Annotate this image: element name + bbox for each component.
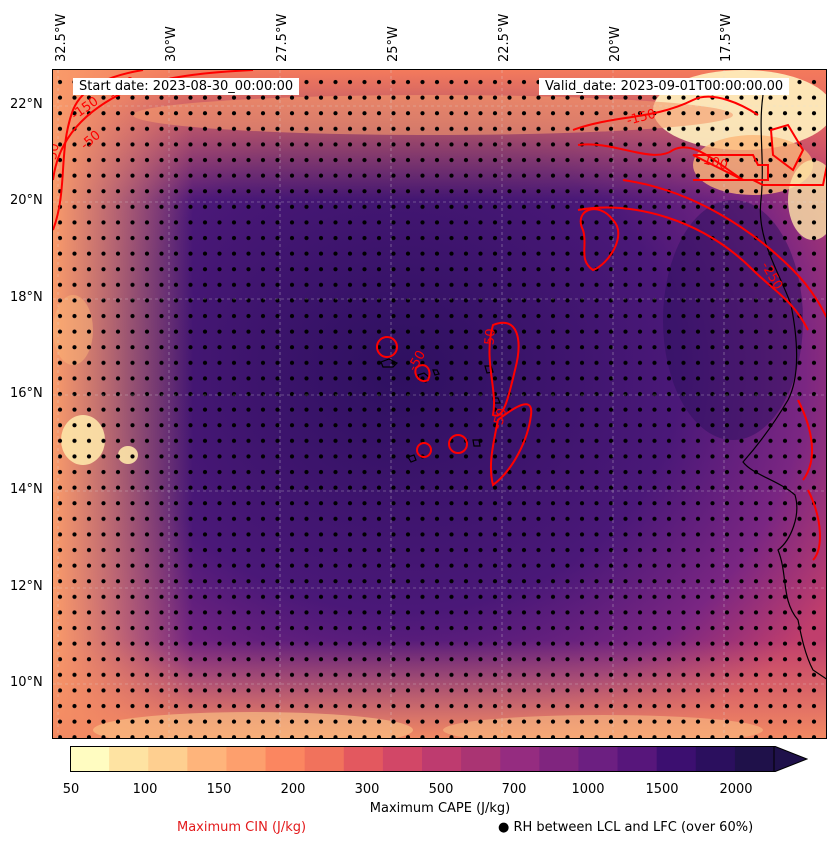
colorbar-segment bbox=[382, 746, 423, 772]
lat-label-16n: 16°N bbox=[10, 386, 43, 401]
lon-label-25w: 25°W bbox=[386, 26, 401, 62]
colorbar-segment bbox=[265, 746, 306, 772]
colorbar-segment bbox=[656, 746, 697, 772]
cin-contour-label: -100 bbox=[697, 151, 729, 173]
colorbar-segment bbox=[578, 746, 619, 772]
colorbar-tick: 700 bbox=[501, 782, 527, 797]
cin-contour-line bbox=[769, 123, 805, 172]
colorbar-segment bbox=[734, 746, 775, 772]
colorbar-segment bbox=[109, 746, 149, 772]
colorbar-segment bbox=[70, 746, 110, 772]
start-date-label: Start date: 2023-08-30_00:00:00 bbox=[73, 78, 300, 95]
lat-label-14n: 14°N bbox=[10, 482, 43, 497]
graticule bbox=[53, 70, 826, 738]
lat-label-10n: 10°N bbox=[10, 675, 43, 690]
colorbar-tick: 1000 bbox=[571, 782, 605, 797]
cin-contour-line bbox=[53, 70, 144, 231]
lon-label-30w: 30°W bbox=[164, 26, 179, 62]
colorbar-segment bbox=[343, 746, 384, 772]
colorbar-segment bbox=[226, 746, 267, 772]
coastline bbox=[742, 94, 826, 680]
colorbar-segment bbox=[187, 746, 227, 772]
cin-contour-line bbox=[579, 208, 620, 272]
colorbar-segment bbox=[148, 746, 188, 772]
cin-contour-circle bbox=[416, 442, 432, 458]
valid-date-label: Valid_date: 2023-09-01T00:00:00.00 bbox=[539, 78, 790, 95]
colorbar-tick: 300 bbox=[354, 782, 380, 797]
lon-label-17.5w: 17.5°W bbox=[719, 13, 734, 62]
cin-contour-label: -50 bbox=[490, 407, 510, 431]
colorbar-tick: 150 bbox=[206, 782, 232, 797]
cin-contour-circle bbox=[376, 336, 398, 358]
colorbar-segment bbox=[422, 746, 462, 772]
colorbar-extend-arrow bbox=[773, 746, 808, 772]
colorbar-segment bbox=[304, 746, 345, 772]
lon-label-20w: 20°W bbox=[608, 26, 623, 62]
colorbar-tick: 200 bbox=[280, 782, 306, 797]
cape-field-map: -150 -100 -50 -50 -150 -100 -250 -50 -50… bbox=[53, 70, 826, 738]
cin-contour-line bbox=[622, 179, 826, 319]
cin-contour-line bbox=[488, 321, 520, 417]
lat-label-18n: 18°N bbox=[10, 290, 43, 305]
cin-contour-line bbox=[489, 403, 533, 487]
colorbar-title: Maximum CAPE (J/kg) bbox=[369, 801, 511, 816]
lon-label-22.5w: 22.5°W bbox=[497, 13, 512, 62]
lat-label-12n: 12°N bbox=[10, 579, 43, 594]
cin-contour-line bbox=[572, 95, 759, 131]
rh-legend-label: ● RH between LCL and LFC (over 60%) bbox=[498, 820, 754, 835]
cin-contour-line bbox=[797, 399, 814, 481]
cin-contour-line bbox=[693, 164, 826, 186]
cin-contour-circle bbox=[448, 434, 468, 454]
colorbar-segment bbox=[461, 746, 501, 772]
colorbar-segment bbox=[617, 746, 658, 772]
cin-legend-label: Maximum CIN (J/kg) bbox=[177, 820, 307, 835]
cin-contour-line bbox=[414, 364, 431, 382]
colorbar-tick: 100 bbox=[132, 782, 158, 797]
colorbar-tick: 50 bbox=[62, 782, 80, 797]
rh-stipple bbox=[53, 70, 826, 738]
cape-colorbar bbox=[70, 746, 808, 772]
map-panel: -150 -100 -50 -50 -150 -100 -250 -50 -50… bbox=[52, 69, 827, 739]
lat-label-20n: 20°N bbox=[10, 193, 43, 208]
lon-label-32.5w: 32.5°W bbox=[54, 13, 69, 62]
colorbar-tick: 1500 bbox=[645, 782, 679, 797]
colorbar-segment bbox=[695, 746, 736, 772]
cin-contour-line bbox=[577, 206, 809, 331]
colorbar-tick: 2000 bbox=[719, 782, 753, 797]
cin-contours bbox=[53, 70, 826, 561]
lon-label-27.5w: 27.5°W bbox=[275, 13, 290, 62]
colorbar-segment bbox=[539, 746, 579, 772]
colorbar-frame bbox=[70, 746, 775, 772]
cin-contour-line bbox=[807, 489, 821, 561]
colorbar-tick: 500 bbox=[428, 782, 454, 797]
cin-contour-label: -50 bbox=[482, 328, 499, 350]
cin-contour-label: -50 bbox=[53, 142, 63, 166]
lat-label-22n: 22°N bbox=[10, 97, 43, 112]
cin-contour-label: -150 bbox=[625, 107, 657, 129]
cin-contour-line bbox=[577, 143, 744, 181]
colorbar-segment bbox=[500, 746, 540, 772]
